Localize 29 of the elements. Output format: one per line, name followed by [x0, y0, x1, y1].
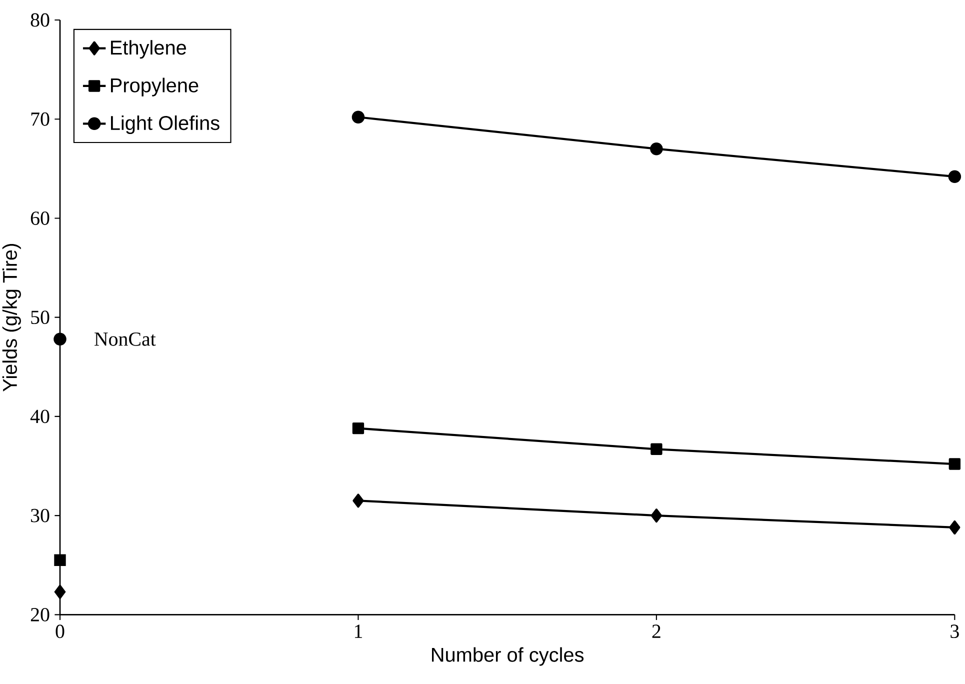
point: [948, 458, 961, 470]
point: [54, 554, 66, 566]
point: [948, 170, 962, 183]
x-tick-label: 3: [950, 624, 959, 638]
legend-label: Propylene: [111, 78, 198, 96]
point: [54, 332, 66, 346]
y-tick-label: 20: [30, 608, 50, 622]
x-axis-title: Number of cycles: [432, 647, 584, 666]
y-tick-label: 80: [30, 13, 50, 27]
y-axis-title: Yields (g/kg Tire): [2, 244, 21, 392]
x-tick-label: 0: [56, 624, 64, 638]
y-tick-label: 70: [31, 112, 50, 126]
point: [949, 520, 960, 534]
legend-label: Light Olefins: [111, 115, 220, 134]
y-tick-label: 50: [31, 310, 50, 324]
x-tick-label: 1: [354, 624, 362, 638]
y-tick-label: 60: [30, 212, 50, 225]
legend-label: Ethylene: [111, 40, 186, 59]
point: [650, 443, 662, 455]
point: [352, 422, 364, 434]
point: [352, 494, 364, 508]
annotation: NonCat: [94, 332, 156, 346]
point: [54, 584, 66, 599]
x-tick-label: 2: [652, 624, 660, 638]
point: [650, 142, 663, 156]
point: [352, 110, 365, 124]
point: [650, 508, 662, 523]
y-tick-label: 30: [31, 508, 50, 522]
y-tick-label: 40: [30, 410, 50, 424]
